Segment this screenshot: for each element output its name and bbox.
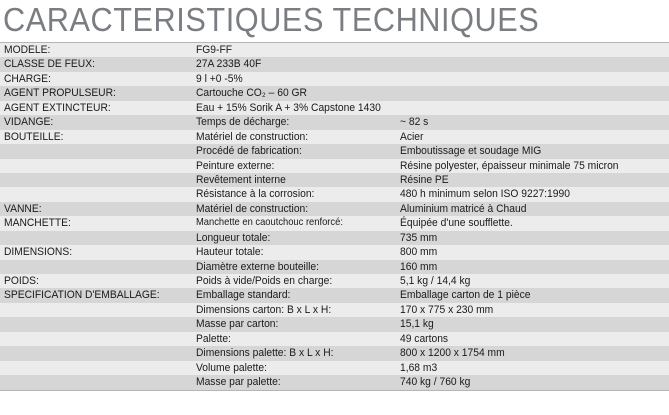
table-row: Masse par palette: 740 kg / 760 kg [0, 375, 669, 391]
row-label: DIMENSIONS: [4, 246, 73, 259]
row-label: VIDANGE: [4, 116, 54, 129]
row-value: 1,68 m3 [400, 361, 438, 374]
row-value: Emballage carton de 1 pièce [400, 289, 531, 302]
table-row: Palette: 49 cartons [0, 331, 669, 347]
row-label: AGENT PROPULSEUR: [4, 87, 116, 100]
row-key: Eau + 15% Sorik A + 3% Capstone 1430 [196, 101, 381, 114]
row-label: MODELE: [4, 44, 51, 56]
table-row: AGENT PROPULSEUR: Cartouche CO₂ – 60 GR [0, 86, 669, 101]
row-label: MANCHETTE: [4, 217, 71, 230]
table-row: CLASSE DE FEUX: 27A 233B 40F [0, 57, 669, 72]
row-value: 160 mm [400, 260, 438, 273]
table-row: Peinture externe: Résine polyester, épai… [0, 158, 669, 173]
row-key: Cartouche CO₂ – 60 GR [196, 87, 307, 100]
row-key: Revêtement interne [196, 173, 286, 186]
table-row: Dimensions palette: B x L x H: 800 x 120… [0, 346, 669, 361]
row-key: 27A 233B 40F [196, 58, 262, 71]
table-row: Procédé de fabrication: Emboutissage et … [0, 144, 669, 159]
row-key: Résistance à la corrosion: [196, 188, 315, 201]
row-value: Équipée d'une soufflette. [400, 217, 513, 230]
table-row: Volume palette: 1,68 m3 [0, 360, 669, 376]
row-label: AGENT EXTINCTEUR: [4, 101, 111, 114]
row-value: 800 mm [400, 246, 438, 259]
row-label: SPECIFICATION D'EMBALLAGE: [4, 289, 160, 302]
row-value: 170 x 775 x 230 mm [400, 303, 494, 316]
row-key: Palette: [196, 332, 231, 345]
row-value: 740 kg / 760 kg [400, 376, 471, 389]
row-value: ~ 82 s [400, 116, 429, 129]
row-value: 800 x 1200 x 1754 mm [400, 347, 505, 360]
table-row: Longueur totale: 735 mm [0, 230, 669, 246]
row-key: Dimensions palette: B x L x H: [196, 347, 334, 360]
row-key: Matériel de construction: [196, 130, 309, 143]
row-value: Acier [400, 130, 424, 143]
row-value: Aluminium matricé à Chaud [400, 202, 527, 215]
row-key: Emballage standard: [196, 289, 291, 302]
row-key: Manchette en caoutchouc renforcé: [196, 217, 343, 229]
row-key: Matériel de construction: [196, 202, 309, 215]
row-key: 9 l +0 -5% [196, 72, 243, 85]
row-label: BOUTEILLE: [4, 130, 64, 143]
table-row: MANCHETTE: Manchette en caoutchouc renfo… [0, 216, 669, 231]
table-row: DIMENSIONS: Hauteur totale: 800 mm [0, 245, 669, 260]
table-row: SPECIFICATION D'EMBALLAGE: Emballage sta… [0, 288, 669, 303]
row-key: Dimensions carton: B x L x H: [196, 303, 332, 316]
row-key: Peinture externe: [196, 159, 275, 172]
specs-table: MODELE: FG9-FF CLASSE DE FEUX: 27A 233B … [0, 42, 669, 391]
row-label: VANNE: [4, 202, 42, 215]
table-row: Diamètre externe bouteille: 160 mm [0, 259, 669, 274]
row-key: Volume palette: [196, 361, 267, 374]
table-row: CHARGE: 9 l +0 -5% [0, 71, 669, 87]
row-key: Temps de décharge: [196, 116, 290, 129]
row-key: Masse par carton: [196, 318, 279, 331]
row-label: CLASSE DE FEUX: [4, 58, 95, 71]
row-value: 480 h minimum selon ISO 9227:1990 [400, 188, 570, 201]
row-label: CHARGE: [4, 72, 51, 85]
row-value: 49 cartons [400, 332, 449, 345]
table-row: Revêtement interne Résine PE [0, 172, 669, 188]
table-row: VANNE: Matériel de construction: Alumini… [0, 201, 669, 217]
page-title: CARACTERISTIQUES TECHNIQUES [3, 1, 540, 38]
row-key: Longueur totale: [196, 231, 271, 244]
row-value: 735 mm [400, 231, 438, 244]
table-row: VIDANGE: Temps de décharge: ~ 82 s [0, 115, 669, 130]
row-key: Procédé de fabrication: [196, 145, 302, 158]
row-key: Hauteur totale: [196, 246, 264, 259]
row-value: Résine polyester, épaisseur minimale 75 … [400, 159, 619, 172]
row-label: POIDS: [4, 275, 39, 287]
row-value: 15,1 kg [400, 318, 434, 331]
table-row: Dimensions carton: B x L x H: 170 x 775 … [0, 302, 669, 318]
row-key: FG9-FF [196, 44, 233, 56]
table-row: AGENT EXTINCTEUR: Eau + 15% Sorik A + 3%… [0, 100, 669, 116]
row-key: Poids à vide/Poids en charge: [196, 275, 333, 287]
table-row: MODELE: FG9-FF [0, 42, 669, 58]
table-row: BOUTEILLE: Matériel de construction: Aci… [0, 129, 669, 145]
row-key: Diamètre externe bouteille: [196, 260, 320, 273]
table-row: POIDS: Poids à vide/Poids en charge: 5,1… [0, 274, 669, 289]
table-row: Résistance à la corrosion: 480 h minimum… [0, 187, 669, 202]
table-row: Masse par carton: 15,1 kg [0, 317, 669, 332]
row-value: Emboutissage et soudage MIG [400, 145, 542, 158]
row-value: Résine PE [400, 173, 449, 186]
row-value: 5,1 kg / 14,4 kg [400, 275, 471, 287]
row-key: Masse par palette: [196, 376, 281, 389]
